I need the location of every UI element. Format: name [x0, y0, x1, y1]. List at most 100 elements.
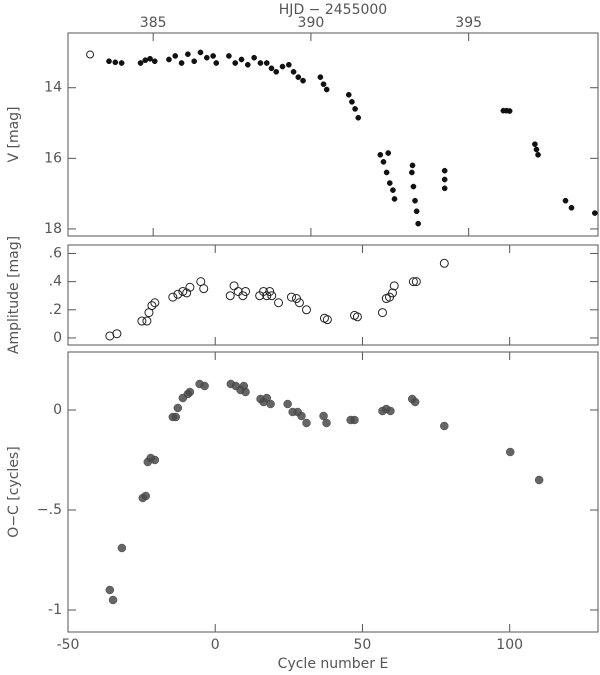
data-point	[225, 291, 235, 301]
data-point	[182, 288, 192, 298]
y-tick-label: −.5	[37, 502, 62, 518]
data-point	[241, 286, 251, 296]
data-point	[506, 447, 515, 457]
x-tick-label: 0	[211, 637, 220, 653]
y-axis-label: O−C [cycles]	[6, 446, 22, 537]
data-point	[350, 415, 359, 425]
data-point	[380, 159, 387, 165]
data-point	[244, 61, 251, 68]
data-point	[387, 288, 397, 298]
y-tick-label: .2	[49, 302, 62, 318]
data-point	[172, 53, 179, 59]
data-point	[197, 49, 204, 56]
data-point	[355, 114, 362, 121]
data-point	[185, 387, 195, 397]
x-axis-label: HJD − 2455000	[279, 2, 387, 18]
data-point	[232, 60, 239, 66]
data-point	[302, 305, 311, 315]
data-point	[349, 98, 355, 105]
y-tick-label: .6	[49, 245, 62, 261]
data-point	[290, 68, 297, 75]
data-point	[533, 146, 540, 153]
data-point	[412, 197, 418, 204]
data-point	[86, 50, 95, 59]
data-point	[173, 289, 183, 299]
data-point	[268, 65, 275, 72]
data-point	[199, 284, 209, 294]
data-point	[147, 55, 153, 62]
data-point	[279, 63, 286, 70]
data-point	[294, 298, 304, 308]
y-axis-label: Amplitude [mag]	[6, 236, 22, 354]
data-point	[238, 56, 245, 63]
data-point	[386, 180, 393, 186]
data-point	[323, 86, 330, 93]
data-point	[112, 59, 119, 66]
data-point	[562, 197, 569, 204]
data-point	[233, 286, 243, 296]
y-tick-label: 16	[44, 150, 62, 166]
plot-frame	[67, 244, 599, 346]
data-point	[251, 54, 257, 61]
y-tick-label: 18	[44, 221, 62, 237]
data-point	[151, 58, 158, 65]
data-point	[410, 397, 420, 407]
data-point	[285, 61, 292, 68]
data-point	[141, 491, 150, 501]
data-point	[383, 169, 390, 176]
data-point	[317, 74, 324, 80]
data-point	[178, 60, 185, 66]
data-point	[286, 292, 296, 302]
data-point	[297, 411, 306, 421]
data-point	[213, 60, 220, 66]
data-point	[137, 316, 147, 326]
data-point	[108, 595, 118, 605]
plot-frame	[67, 32, 599, 237]
data-point	[441, 185, 448, 192]
data-point	[173, 403, 183, 413]
data-point	[411, 277, 421, 287]
data-point	[568, 204, 575, 211]
data-point	[185, 51, 191, 58]
data-point	[168, 292, 178, 302]
data-point	[295, 74, 302, 80]
data-point	[265, 286, 275, 296]
data-point	[322, 418, 331, 428]
data-point	[409, 162, 416, 169]
x-tick-label: 50	[354, 637, 372, 653]
data-point	[106, 58, 112, 65]
y-axis-label: V [mag]	[6, 106, 22, 162]
data-point	[191, 58, 198, 65]
y-tick-label: 14	[44, 80, 62, 96]
data-point	[389, 281, 399, 291]
data-point	[200, 381, 209, 391]
y-tick-label: .4	[49, 274, 62, 290]
data-point	[241, 387, 250, 397]
data-point	[300, 77, 306, 84]
data-point	[409, 169, 415, 176]
data-point	[142, 57, 149, 64]
data-point	[150, 455, 160, 465]
data-point	[142, 316, 152, 326]
data-point	[320, 81, 327, 88]
data-point	[441, 167, 448, 174]
data-point	[150, 298, 160, 308]
data-point	[210, 53, 216, 59]
data-point	[352, 106, 358, 112]
data-point	[390, 187, 396, 193]
data-point	[440, 421, 449, 431]
data-point	[105, 585, 115, 595]
y-tick-label: 0	[53, 330, 62, 346]
data-point	[117, 543, 127, 553]
plot-frame	[67, 351, 599, 633]
data-point	[267, 291, 277, 301]
x-tick-label: 390	[298, 15, 325, 31]
data-point	[171, 412, 181, 422]
data-point	[203, 54, 210, 61]
data-point	[266, 399, 275, 409]
data-point	[377, 151, 384, 158]
data-point	[257, 60, 264, 66]
data-point	[439, 258, 449, 268]
